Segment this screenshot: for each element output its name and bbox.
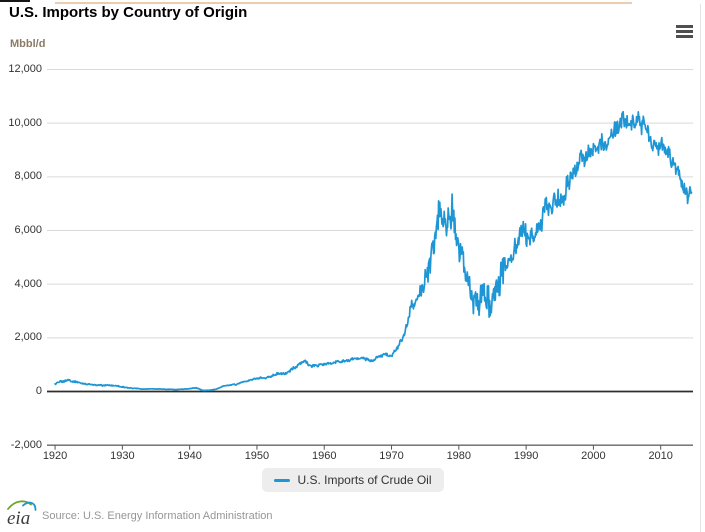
legend-label: U.S. Imports of Crude Oil [297, 473, 432, 487]
y-axis-label: 10,000 [8, 116, 42, 129]
top-accent-line [55, 2, 632, 4]
page-right-border [700, 4, 701, 532]
hamburger-menu-icon [674, 24, 696, 38]
x-axis-label: 1950 [244, 450, 270, 462]
x-axis-label: 1990 [513, 450, 539, 462]
top-edge-artifact [0, 0, 30, 2]
y-axis-label: 6,000 [14, 224, 42, 236]
y-axis-label: 8,000 [14, 170, 42, 183]
legend-line-swatch [273, 478, 290, 482]
source-attribution: Source: U.S. Energy Information Administ… [42, 510, 273, 522]
x-axis-label: 1960 [311, 450, 337, 462]
x-axis-label: 2010 [648, 450, 673, 462]
chart-context-menu-button[interactable] [674, 23, 696, 41]
y-axis-unit-label: Mbbl/d [10, 38, 46, 50]
y-axis-label: 12,000 [8, 63, 42, 75]
eia-logo-text: eia [7, 508, 30, 528]
y-axis-label: 4,000 [14, 277, 42, 290]
x-axis-label: 1980 [446, 450, 472, 462]
series-line-crude-oil[interactable] [54, 110, 693, 392]
y-axis-label: -2,000 [10, 438, 42, 451]
x-axis-label: 1920 [42, 450, 68, 462]
x-axis-label: 1970 [379, 450, 404, 462]
y-axis-label: 0 [35, 385, 42, 398]
plot-area[interactable] [47, 69, 693, 446]
eia-logo: eia [7, 500, 37, 528]
y-axis-label: 2,000 [14, 331, 42, 344]
x-axis-label: 1940 [177, 450, 202, 462]
x-axis-label: 2000 [581, 450, 606, 462]
chart-title: U.S. Imports by Country of Origin [9, 4, 248, 21]
legend-item-crude-oil[interactable]: U.S. Imports of Crude Oil [261, 468, 444, 492]
x-axis-label: 1930 [110, 450, 135, 462]
